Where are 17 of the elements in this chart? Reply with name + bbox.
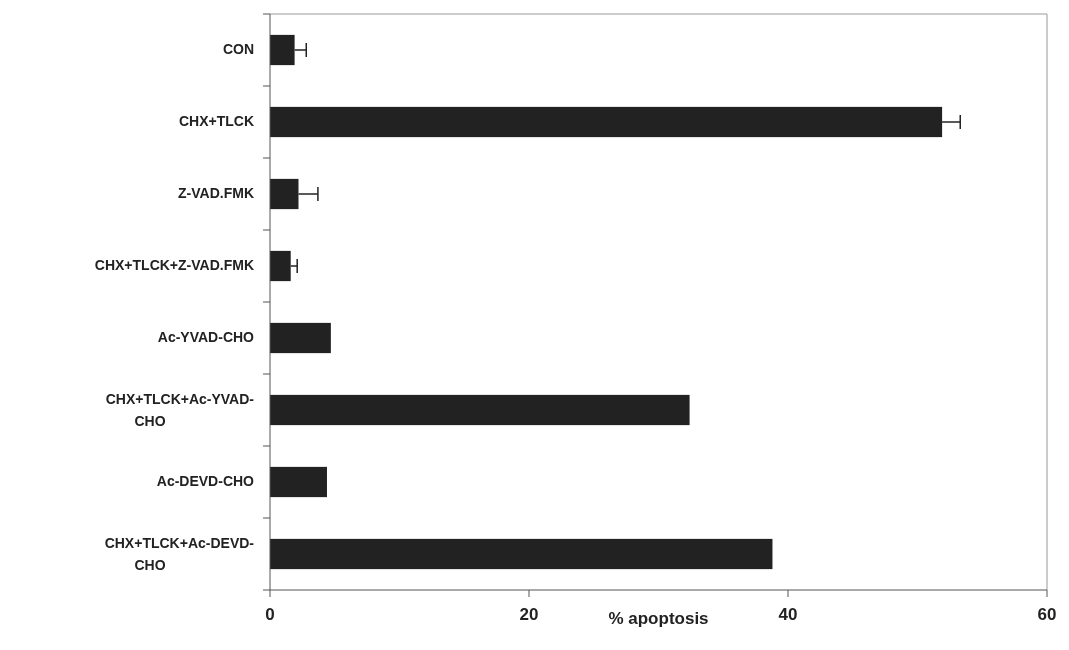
- bar: [270, 466, 327, 498]
- y-tick-label: Ac-YVAD-CHO: [157, 328, 255, 345]
- x-tick-label: 40: [778, 605, 798, 624]
- x-axis-title: % apoptosis: [608, 609, 709, 628]
- y-tick-label: CON: [222, 40, 254, 57]
- y-tick-label: Z-VAD.FMK: [178, 184, 254, 201]
- y-tick-label: CHX+TLCK+Z-VAD.FMK: [94, 256, 254, 273]
- bar: [270, 538, 773, 570]
- x-tick-label: 0: [265, 605, 275, 624]
- y-tick-label: CHX+TLCK+Ac-YVAD-CHO: [105, 390, 255, 429]
- bar: [270, 322, 331, 354]
- x-tick-label: 60: [1037, 605, 1057, 624]
- y-tick-label: Ac-DEVD-CHO: [156, 472, 255, 489]
- bar: [270, 394, 690, 426]
- y-tick-label: CHX+TLCK+Ac-DEVD-CHO: [104, 534, 255, 573]
- y-tick-label: CHX+TLCK: [178, 112, 254, 129]
- x-tick-label: 20: [519, 605, 539, 624]
